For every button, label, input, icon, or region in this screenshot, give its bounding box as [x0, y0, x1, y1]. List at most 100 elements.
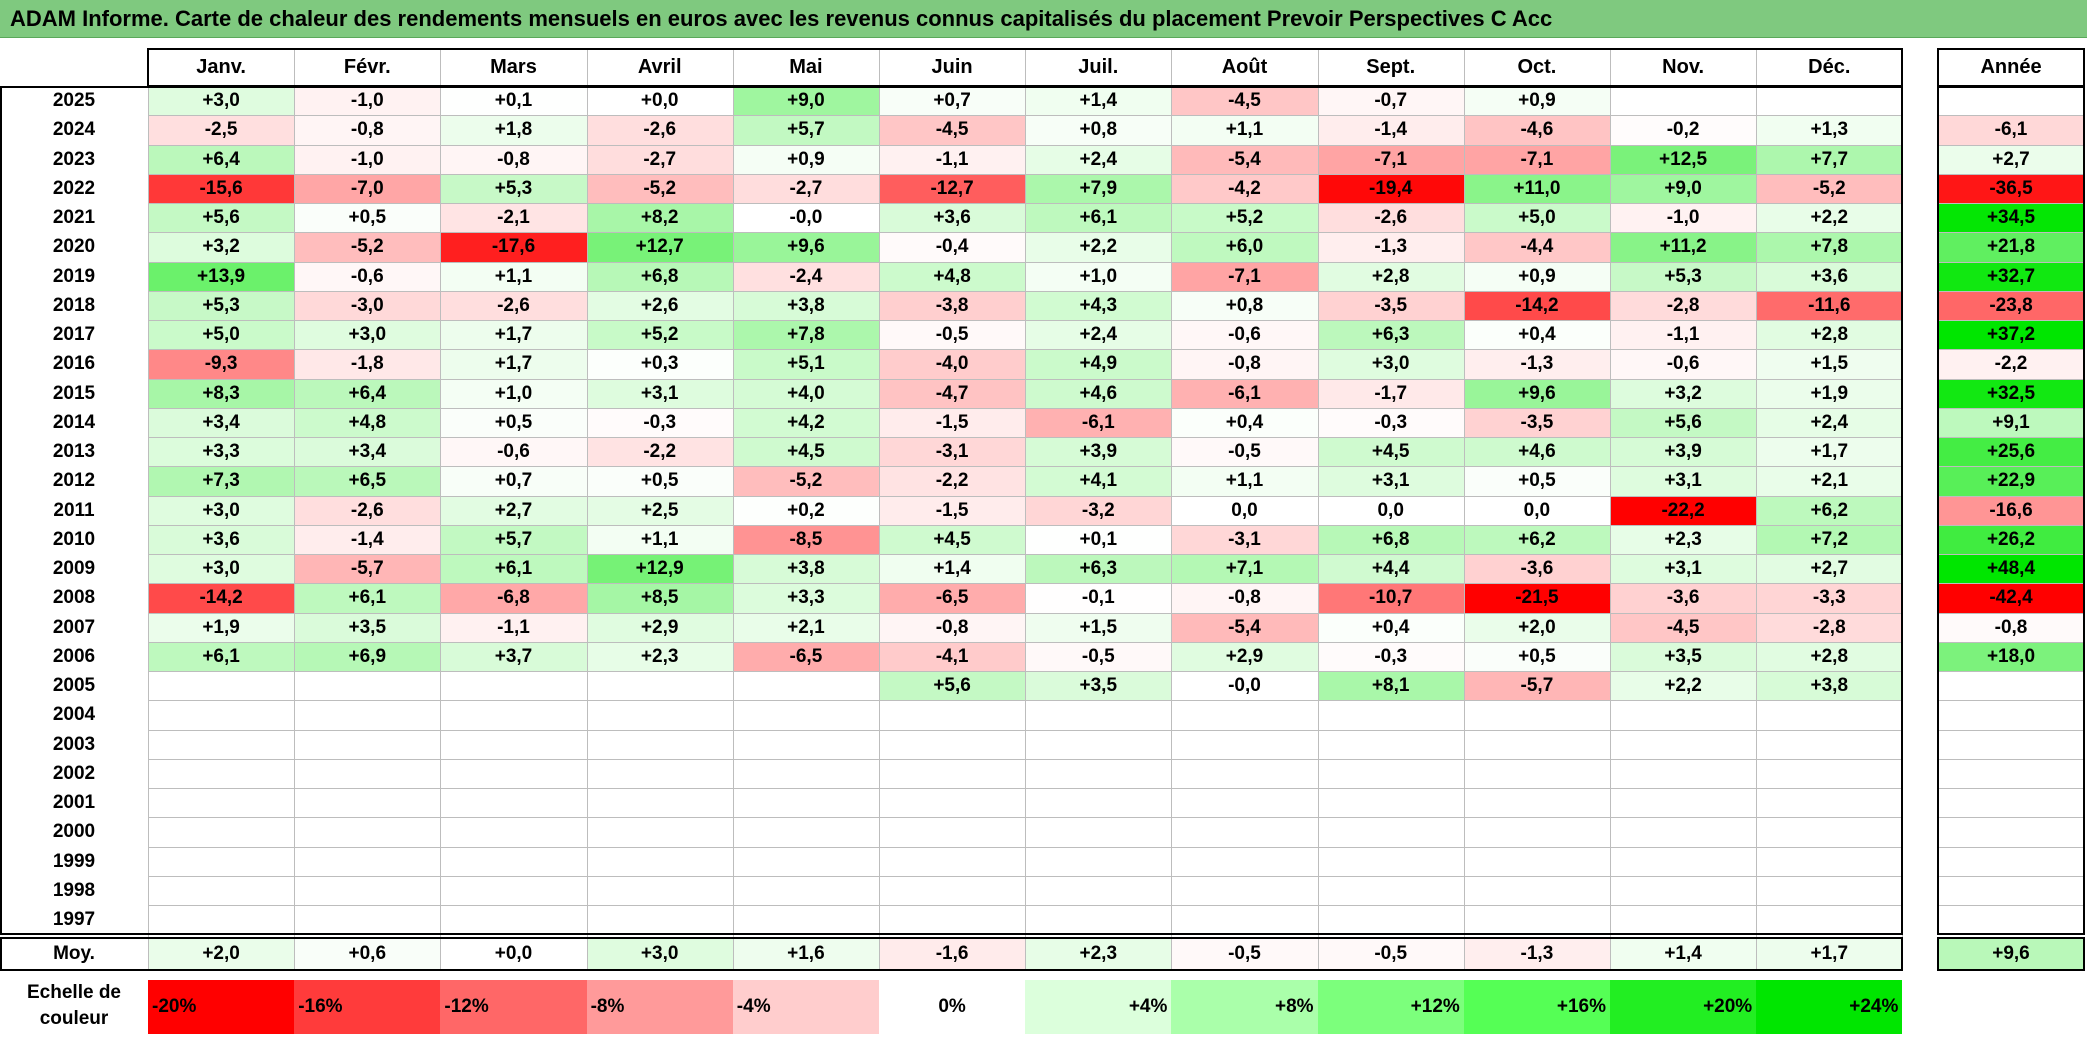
heatmap-cell: -22,2 [1610, 495, 1757, 525]
heatmap-cell: +5,6 [1610, 407, 1757, 437]
heatmap-cell: +3,2 [1610, 378, 1757, 408]
heatmap-cell: 0,0 [1463, 495, 1610, 525]
heatmap-cell [440, 817, 586, 846]
col-header: Juin [931, 56, 973, 78]
average-cell: +0,6 [294, 939, 441, 970]
heatmap-cell: +1,7 [440, 349, 587, 379]
heatmap-cell [879, 730, 1025, 759]
heatmap-cell: +3,1 [1610, 466, 1757, 496]
heatmap-cell [1464, 817, 1610, 846]
grid-line [1937, 262, 2085, 263]
heatmap-cell: +2,3 [586, 641, 733, 671]
heatmap-cell: -4,5 [1171, 86, 1318, 116]
heatmap-cell: +5,6 [148, 203, 295, 233]
grid-line [148, 203, 1903, 204]
heatmap-cell [733, 817, 879, 846]
heatmap-cell: -0,8 [440, 144, 587, 174]
heatmap-cell [1318, 759, 1464, 788]
heatmap-cell [1025, 847, 1171, 876]
heatmap-cell: -6,1 [1025, 407, 1172, 437]
grid-line [148, 262, 1903, 263]
grid-line [1937, 408, 2085, 409]
col-header: Mars [490, 56, 537, 78]
annual-cell: +34,5 [1937, 203, 2085, 233]
heatmap-cell: +2,1 [732, 612, 879, 642]
heatmap-cell: +2,6 [586, 290, 733, 320]
color-scale-stop: -4% [732, 980, 879, 1034]
grid-line [148, 496, 1903, 497]
grid-line [440, 48, 441, 970]
year-label: 2017 [52, 324, 96, 345]
heatmap-cell [733, 671, 879, 700]
annual-cell [1937, 788, 2085, 817]
heatmap-cell [1756, 86, 1902, 115]
heatmap-cell: -5,2 [1756, 173, 1903, 203]
heatmap-cell [1318, 817, 1464, 846]
heatmap-cell: +2,4 [1756, 407, 1903, 437]
heatmap-cell [1171, 788, 1317, 817]
heatmap-cell: +6,5 [294, 466, 441, 496]
heatmap-cell: -3,1 [879, 437, 1026, 467]
heatmap-cell: -9,3 [148, 349, 295, 379]
grid-line [1937, 554, 2085, 555]
grid-line [879, 48, 880, 970]
grid-line [1756, 48, 1757, 970]
heatmap-cell: +3,5 [294, 612, 441, 642]
heatmap-cell [1171, 730, 1317, 759]
heatmap-cell [1025, 905, 1171, 934]
year-label: 2025 [52, 90, 96, 111]
heatmap-cell [148, 788, 294, 817]
heatmap-cell: -8,5 [732, 524, 879, 554]
heatmap-cell [1025, 876, 1171, 905]
heatmap-cell [1464, 876, 1610, 905]
heatmap-cell: -1,1 [879, 144, 1026, 174]
heatmap-cell: -1,3 [1317, 232, 1464, 262]
heatmap-cell: -5,2 [294, 232, 441, 262]
heatmap-cell [733, 876, 879, 905]
heatmap-cell: -4,2 [1171, 173, 1318, 203]
grid-line [148, 642, 1903, 643]
heatmap-cell: +6,2 [1756, 495, 1903, 525]
heatmap-cell: -2,5 [148, 115, 295, 145]
chart-title: ADAM Informe. Carte de chaleur des rende… [0, 0, 2087, 38]
average-cell: +1,6 [732, 939, 879, 970]
heatmap-cell: +1,8 [440, 115, 587, 145]
heatmap-cell: +5,3 [440, 173, 587, 203]
heatmap-cell [294, 847, 440, 876]
grid-line [148, 613, 1903, 614]
grid-line [148, 86, 1903, 87]
heatmap-cell: -4,1 [879, 641, 1026, 671]
heatmap-cell: +2,3 [1610, 524, 1757, 554]
heatmap-cell: -2,7 [586, 144, 733, 174]
heatmap-cell: -0,7 [1317, 86, 1464, 116]
heatmap-cell [1171, 700, 1317, 729]
heatmap-cell: -1,3 [1463, 349, 1610, 379]
heatmap-cell: +4,4 [1317, 554, 1464, 584]
heatmap-cell: -5,7 [1463, 671, 1610, 701]
heatmap-cell: -4,6 [1463, 115, 1610, 145]
heatmap-cell: +1,4 [879, 554, 1026, 584]
heatmap-cell: +8,1 [1317, 671, 1464, 701]
heatmap-cell: -1,5 [879, 407, 1026, 437]
heatmap-cell [1610, 847, 1756, 876]
heatmap-cell: +0,8 [1025, 115, 1172, 145]
heatmap-cell [1025, 700, 1171, 729]
grid-line [1937, 86, 2085, 87]
heatmap-cell [587, 700, 733, 729]
heatmap-cell [1318, 905, 1464, 934]
year-label: 2006 [52, 645, 96, 667]
heatmap-cell: +5,0 [148, 320, 295, 350]
annual-cell: +32,7 [1937, 261, 2085, 291]
heatmap-cell: -0,2 [1610, 115, 1757, 145]
year-label: 2000 [52, 821, 96, 843]
heatmap-cell: -5,4 [1171, 612, 1318, 642]
heatmap-cell: +7,7 [1756, 144, 1903, 174]
heatmap-cell: +2,2 [1025, 232, 1172, 262]
annual-cell [1937, 759, 2085, 788]
heatmap-cell: +2,9 [1171, 641, 1318, 671]
heatmap-cell: +0,9 [732, 144, 879, 174]
heatmap-cell: +1,1 [586, 524, 733, 554]
heatmap-cell: -1,4 [294, 524, 441, 554]
grid-line [294, 48, 295, 970]
heatmap-cell [1025, 759, 1171, 788]
